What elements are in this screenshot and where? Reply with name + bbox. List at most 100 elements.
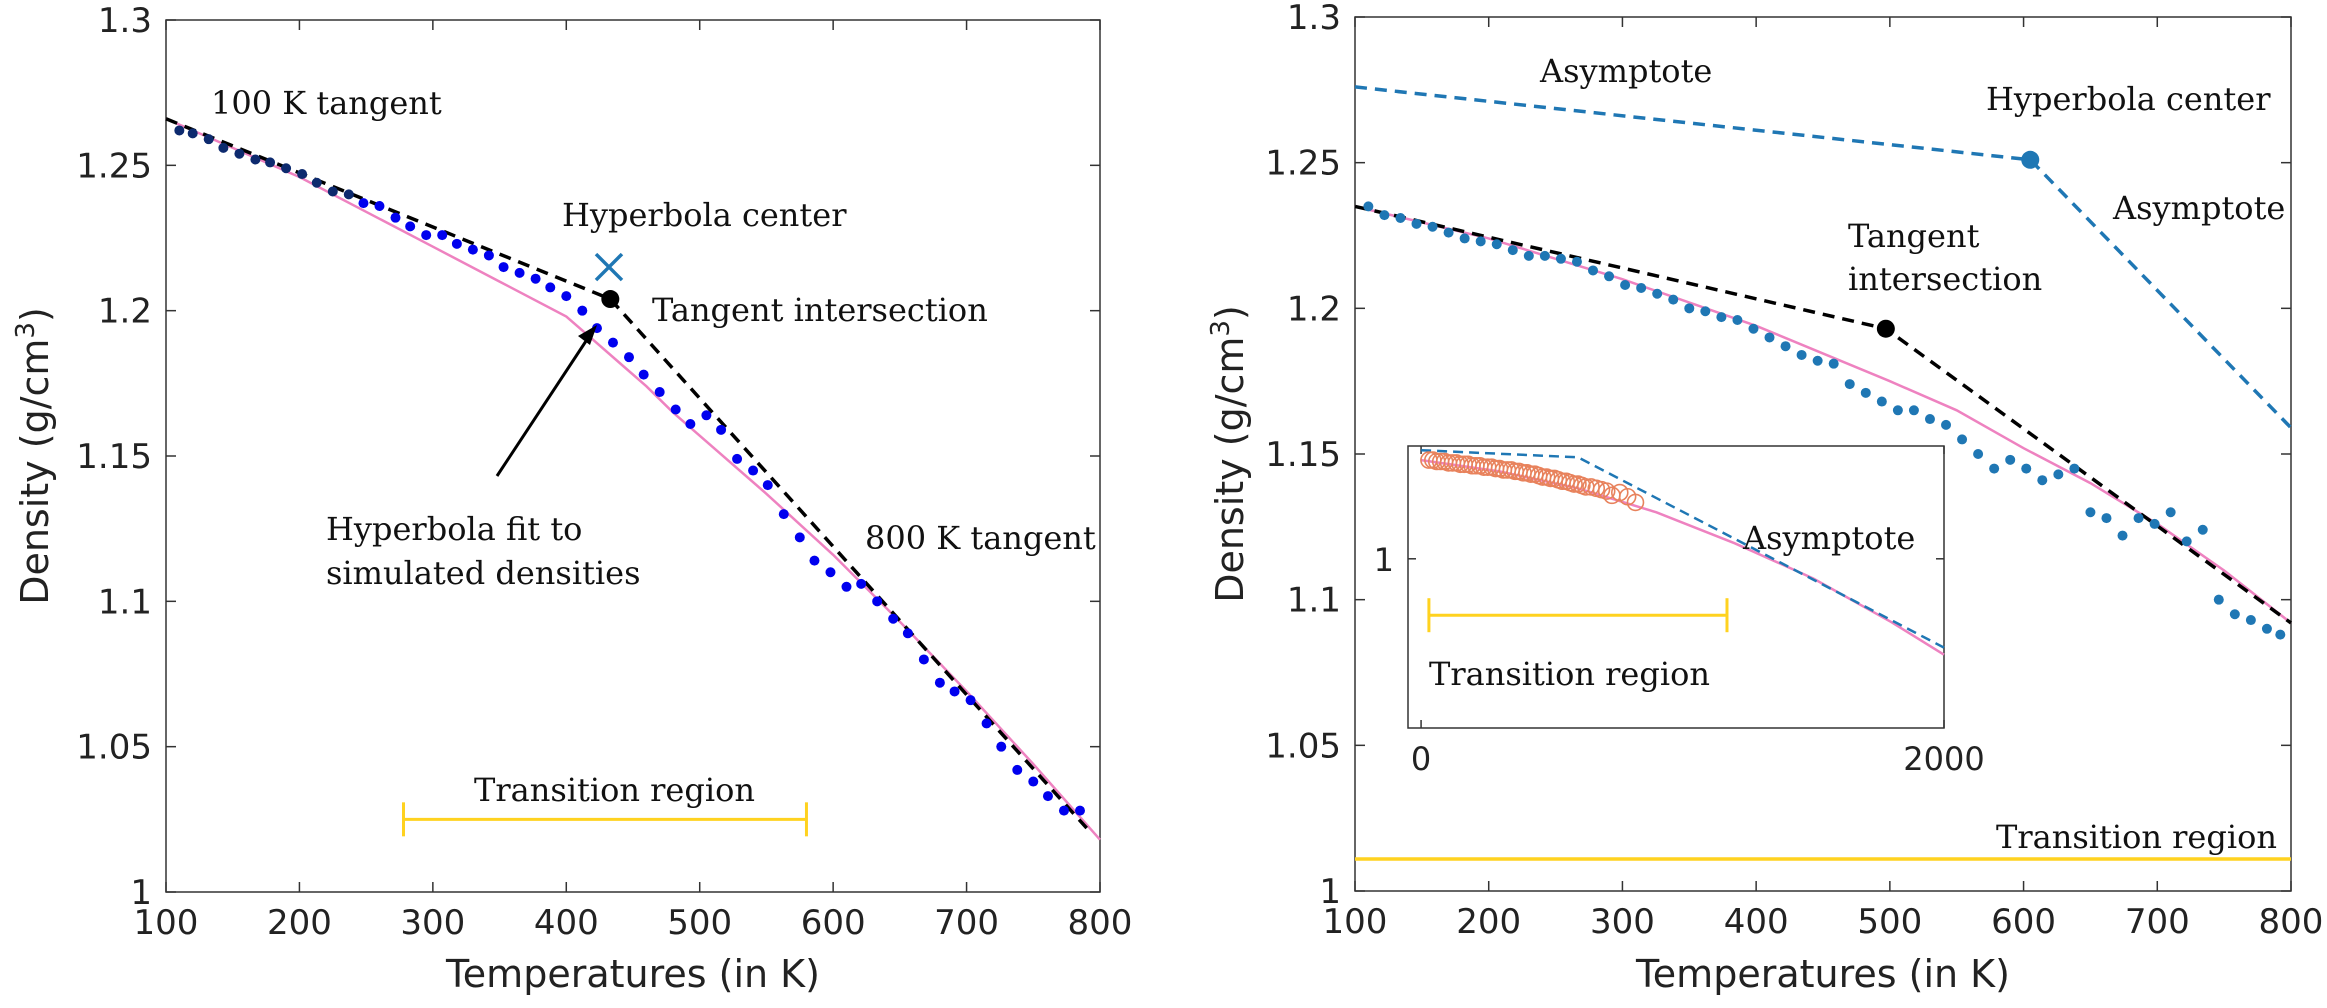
inset-data-point <box>1597 482 1616 500</box>
left-label-fit-line1: Hyperbola fit to <box>326 510 582 548</box>
left-data-point <box>405 221 416 232</box>
right-label-asymptote-right: Asymptote <box>2112 189 2285 227</box>
right-data-point <box>1957 434 1968 445</box>
right-y-tick-label: 1.05 <box>1265 726 1341 766</box>
right-data-point <box>2021 463 2032 474</box>
right-data-point <box>2165 507 2176 518</box>
right-data-point <box>2037 475 2048 486</box>
right-data-point <box>2117 530 2128 541</box>
right-data-point <box>1860 387 1871 398</box>
right-data-point <box>1636 282 1647 293</box>
left-data-point <box>174 125 185 136</box>
right-data-point <box>1523 250 1534 261</box>
right-x-tick-label: 100 <box>1323 902 1388 942</box>
right-data-point <box>2149 518 2160 529</box>
left-y-label-end: ) <box>13 307 57 322</box>
right-data-point <box>1924 414 1935 425</box>
right-asymptotes <box>1354 85 2293 430</box>
right-x-axis-label: Temperatures (in K) <box>1635 952 2010 996</box>
right-label-asymptote-top: Asymptote <box>1539 52 1712 90</box>
right-data-point <box>2197 524 2208 535</box>
left-data-point <box>514 267 525 278</box>
right-data-point <box>1411 218 1422 229</box>
right-y-tick-label: 1.3 <box>1287 0 1341 38</box>
right-data-point <box>1555 253 1566 264</box>
left-y-tick-label: 1.25 <box>76 146 152 186</box>
right-data-point <box>1716 312 1727 323</box>
right-x-tick-label: 600 <box>1991 902 2056 942</box>
left-data-point <box>965 695 976 706</box>
left-data-point <box>654 387 665 398</box>
left-data-point <box>872 596 883 607</box>
right-data-point <box>1844 379 1855 390</box>
right-data-point <box>2101 513 2112 524</box>
left-data-point <box>390 212 401 223</box>
right-hyperbola-center-dot <box>2021 150 2040 169</box>
right-data-point <box>1908 405 1919 416</box>
left-x-axis-label: Temperatures (in K) <box>445 952 820 996</box>
left-x-tick-label: 700 <box>934 903 999 943</box>
left-plot-frame <box>165 19 1101 893</box>
left-data-point <box>685 419 696 430</box>
right-data-point <box>1475 236 1486 247</box>
left-label-800k-tangent: 800 K tangent <box>865 519 1096 557</box>
left-data-point <box>265 157 276 168</box>
left-label-hyperbola-center: Hyperbola center <box>562 196 847 234</box>
left-data-point <box>297 169 308 180</box>
right-data-point <box>2069 463 2080 474</box>
left-x-tick-label: 300 <box>400 903 465 943</box>
inset-data-point <box>1565 475 1583 493</box>
right-x-tick-label: 300 <box>1590 902 1655 942</box>
left-data-point <box>187 128 198 139</box>
left-data-point <box>607 337 618 348</box>
left-y-tick-label: 1.2 <box>98 292 152 332</box>
right-data-point <box>1748 323 1759 334</box>
left-data-point <box>762 480 773 491</box>
left-data-point <box>732 453 743 464</box>
right-y-tick-label: 1.15 <box>1265 435 1341 475</box>
inset-x-tick-label: 0 <box>1411 740 1431 778</box>
left-x-tick-label: 200 <box>267 903 332 943</box>
left-y-label-sup: 3 <box>11 322 41 339</box>
right-data-point <box>2133 513 2144 524</box>
left-data-point <box>716 424 727 435</box>
left-data-point <box>530 273 541 284</box>
right-data-point <box>2245 615 2256 626</box>
right-data-point <box>1828 358 1839 369</box>
left-data-point <box>701 410 712 421</box>
right-data-point <box>1941 419 1952 430</box>
right-x-tick-label: 700 <box>2125 902 2190 942</box>
left-tangent-intersection-dot <box>601 290 620 309</box>
left-data-point <box>561 291 572 302</box>
right-data-point <box>1700 306 1711 317</box>
right-data-point <box>1588 265 1599 276</box>
right-data-point <box>1668 294 1679 305</box>
left-data-points <box>174 125 1085 816</box>
right-data-point <box>1989 463 2000 474</box>
right-data-point <box>1780 341 1791 352</box>
left-data-point <box>888 613 899 624</box>
left-data-point <box>327 186 338 197</box>
right-data-point <box>2085 507 2096 518</box>
right-asymptote-line <box>1354 85 2293 430</box>
right-y-label-end: ) <box>1208 305 1252 320</box>
inset-chart: 0 2000 1 Asymptote Transition region <box>1374 445 1985 778</box>
left-y-label-main: Density (g/cm <box>13 339 57 605</box>
right-data-point <box>2229 609 2240 620</box>
right-y-tick-label: 1 <box>1319 872 1341 912</box>
right-data-point <box>1620 280 1631 291</box>
right-data-point <box>1539 250 1550 261</box>
right-markers <box>1355 150 2291 861</box>
left-data-point <box>902 628 913 639</box>
left-y-tick-label: 1 <box>130 873 152 913</box>
left-data-point <box>483 250 494 261</box>
right-data-point <box>2275 629 2286 640</box>
left-data-point <box>778 509 789 520</box>
left-label-100k-tangent: 100 K tangent <box>211 84 442 122</box>
inset-asymptote <box>1421 448 1945 649</box>
left-data-point <box>467 244 478 255</box>
left-data-point <box>996 741 1007 752</box>
left-label-tangent-intersection: Tangent intersection <box>652 291 988 329</box>
inset-label-transition-region: Transition region <box>1429 655 1710 693</box>
